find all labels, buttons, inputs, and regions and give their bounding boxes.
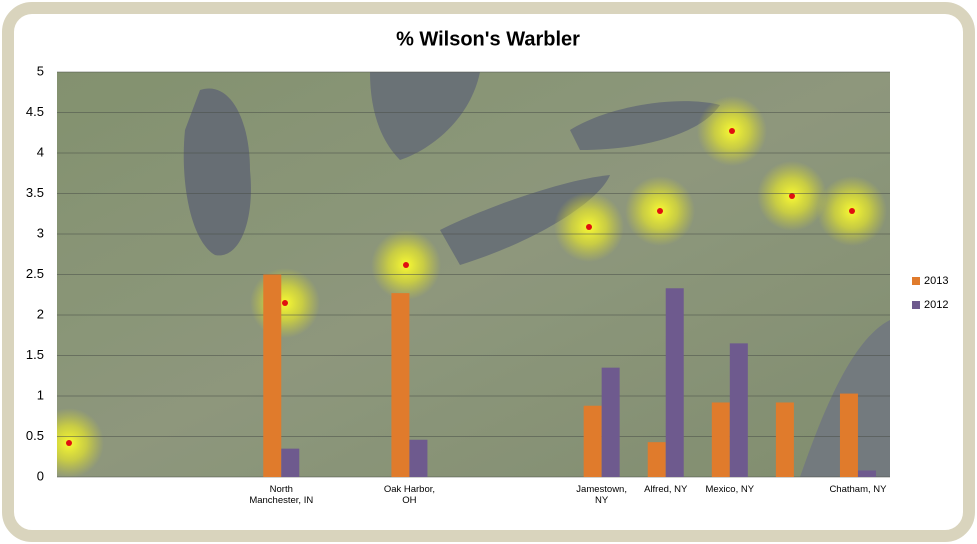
bar (583, 405, 602, 477)
bar (391, 293, 410, 477)
bar (601, 367, 620, 477)
y-tick-label: 1 (37, 387, 44, 402)
bar (281, 448, 300, 477)
x-tick-label: Jamestown, NY (576, 484, 627, 506)
legend-swatch (912, 277, 920, 285)
y-tick-label: 4 (37, 144, 44, 159)
x-tick-label: Chatham, NY (829, 484, 887, 495)
chart-title: % Wilson's Warbler (396, 28, 580, 50)
bar (775, 402, 794, 477)
y-tick-label: 4.5 (26, 104, 44, 119)
bar (839, 393, 858, 477)
y-tick-label: 0.5 (26, 428, 44, 443)
legend-label: 2013 (924, 275, 948, 287)
bar (647, 442, 666, 477)
x-tick-label: Mexico, NY (705, 484, 755, 495)
x-tick-label: Oak Harbor, OH (383, 484, 436, 506)
y-tick-label: 1.5 (26, 347, 44, 362)
y-tick-label: 5 (37, 63, 44, 78)
bar (729, 343, 748, 477)
bar (711, 402, 730, 477)
map-background (57, 72, 890, 477)
y-tick-label: 2.5 (26, 266, 44, 281)
x-tick-label: Alfred, NY (644, 484, 688, 495)
y-tick-label: 3 (37, 225, 44, 240)
bar (665, 288, 684, 477)
y-tick-label: 0 (37, 468, 44, 483)
y-tick-label: 3.5 (26, 185, 44, 200)
bar (857, 470, 876, 477)
bar (263, 274, 282, 477)
x-tick-label: North Manchester, IN (249, 484, 314, 506)
bar (409, 439, 428, 477)
legend-label: 2012 (924, 299, 948, 311)
y-tick-label: 2 (37, 306, 44, 321)
legend-swatch (912, 301, 920, 309)
